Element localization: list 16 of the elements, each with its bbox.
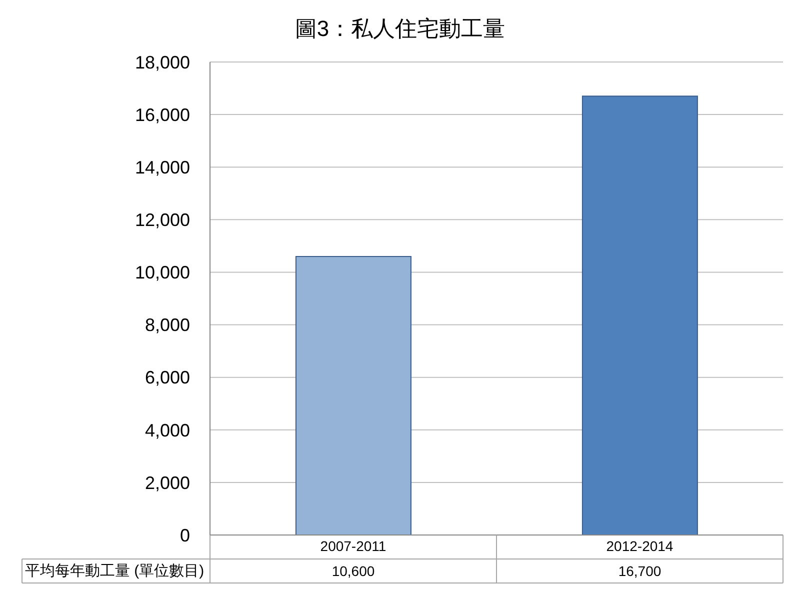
y-tick-label: 6,000 (144, 368, 190, 388)
y-tick-label: 18,000 (134, 52, 190, 72)
data-label: 10,600 (332, 563, 375, 579)
data-label: 16,700 (618, 563, 662, 579)
x-tick-label: 2007-2011 (320, 538, 386, 554)
text: 平均每年動工量 (單位數目) (25, 562, 204, 580)
x-tick-label: 2012-2014 (606, 538, 674, 554)
y-tick-label: 16,000 (134, 104, 190, 125)
y-tick-label: 10,000 (134, 262, 190, 283)
chart-title: 圖3：私人住宅動工量 (294, 15, 506, 43)
y-tick-label: 2,000 (144, 472, 190, 493)
y-tick-label: 0 (180, 525, 190, 546)
y-tick-label: 8,000 (144, 315, 190, 336)
y-tick-label: 4,000 (144, 420, 190, 440)
y-tick-label: 12,000 (134, 210, 190, 230)
y-tick-label: 14,000 (134, 158, 190, 178)
